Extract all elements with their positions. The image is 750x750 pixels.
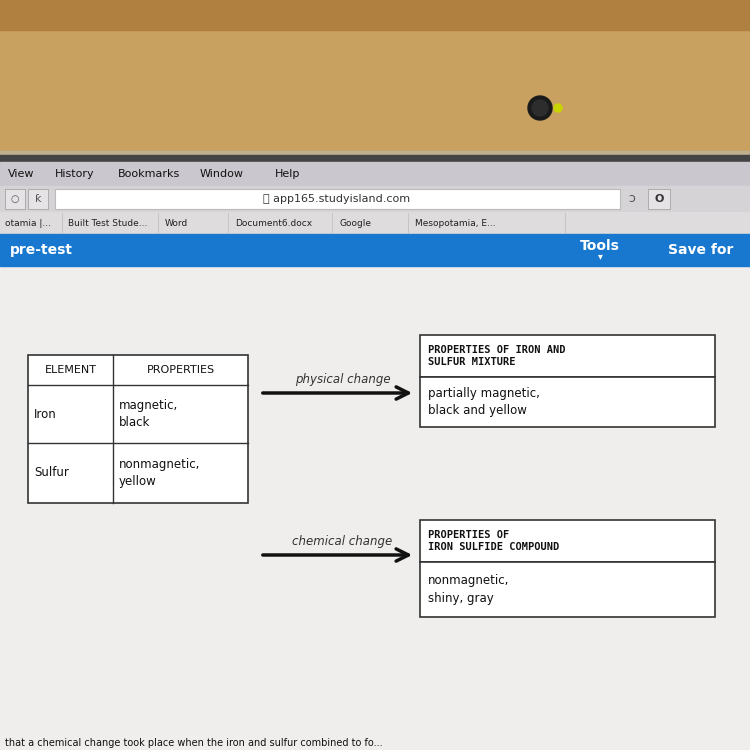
Text: partially magnetic,
black and yellow: partially magnetic, black and yellow [428, 387, 540, 417]
Bar [0, 266, 750, 750]
Text: Tools: Tools [580, 239, 620, 253]
Bar [420, 562, 715, 617]
Circle shape [528, 96, 552, 120]
Bar [420, 377, 715, 427]
Text: Word: Word [165, 218, 188, 227]
Bar [28, 355, 248, 503]
Text: 🔒 app165.studyisland.com: 🔒 app165.studyisland.com [263, 194, 410, 204]
Bar [0, 151, 750, 155]
Text: otamia |...: otamia |... [5, 218, 51, 227]
Text: nonmagnetic,
yellow: nonmagnetic, yellow [119, 458, 200, 488]
Bar [0, 212, 750, 234]
Text: magnetic,
black: magnetic, black [119, 399, 178, 429]
Text: that a chemical change took place when the iron and sulfur combined to fo...: that a chemical change took place when t… [5, 738, 382, 748]
Text: Iron: Iron [34, 407, 57, 421]
Text: History: History [55, 169, 94, 179]
Text: ○: ○ [10, 194, 20, 204]
Text: PROPERTIES: PROPERTIES [146, 365, 214, 375]
Text: PROPERTIES OF
IRON SULFIDE COMPOUND: PROPERTIES OF IRON SULFIDE COMPOUND [428, 530, 560, 553]
Text: ↄ: ↄ [628, 193, 635, 206]
Text: Document6.docx: Document6.docx [235, 218, 312, 227]
Bar [55, 189, 620, 209]
Text: Window: Window [200, 169, 244, 179]
Text: ƙ: ƙ [34, 194, 41, 204]
Bar [0, 0, 750, 30]
Text: Save for: Save for [668, 243, 734, 257]
Text: Google: Google [340, 218, 372, 227]
Text: Sulfur: Sulfur [34, 466, 69, 479]
Bar [28, 189, 48, 209]
Bar [0, 0, 750, 155]
Text: Bookmarks: Bookmarks [118, 169, 180, 179]
Circle shape [554, 104, 562, 112]
Text: Mesopotamia, E...: Mesopotamia, E... [415, 218, 496, 227]
Bar [0, 234, 750, 266]
Text: PROPERTIES OF IRON AND
SULFUR MIXTURE: PROPERTIES OF IRON AND SULFUR MIXTURE [428, 344, 566, 368]
Text: Help: Help [275, 169, 300, 179]
Bar [648, 189, 670, 209]
Bar [420, 520, 715, 562]
Text: chemical change: chemical change [292, 536, 393, 548]
Text: pre-test: pre-test [10, 243, 73, 257]
Bar [0, 155, 750, 162]
Text: physical change: physical change [295, 374, 390, 386]
Text: ▾: ▾ [598, 251, 602, 261]
Text: nonmagnetic,
shiny, gray: nonmagnetic, shiny, gray [428, 574, 509, 604]
Circle shape [532, 100, 548, 116]
Text: ELEMENT: ELEMENT [44, 365, 97, 375]
Text: Built Test Stude...: Built Test Stude... [68, 218, 147, 227]
Bar [420, 335, 715, 377]
Bar [0, 186, 750, 212]
Text: O: O [654, 194, 664, 204]
Bar [0, 162, 750, 186]
Text: View: View [8, 169, 34, 179]
Bar [5, 189, 25, 209]
